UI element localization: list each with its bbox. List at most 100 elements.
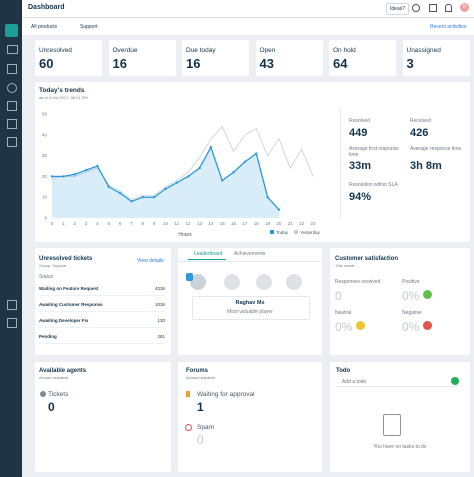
top-bar: Dashboard Ideas? R: [22, 0, 474, 18]
stat-label: On hold: [333, 47, 356, 54]
x-tick-label: 13: [197, 221, 203, 226]
status-name: Awaiting Customer Response: [39, 302, 103, 307]
todo-title: Todo: [336, 368, 351, 374]
y-tick-label: 40: [42, 132, 48, 137]
stat-label: Unresolved: [39, 47, 72, 54]
trends-subtitle: as of 6 Oct 2017, 08:21 PM: [39, 95, 88, 100]
legend-swatch: [294, 230, 298, 234]
avatar: [224, 274, 240, 290]
stat-value: 3: [406, 56, 414, 71]
x-tick-label: 3: [85, 221, 88, 226]
recent-activities[interactable]: Recent activities: [430, 24, 467, 30]
x-tick-label: 16: [231, 221, 237, 226]
unresolved-title: Unresolved tickets: [39, 256, 93, 262]
row-line: [39, 295, 165, 296]
row-line: [39, 343, 165, 344]
negative-face: [423, 321, 432, 330]
x-tick-label: 22: [299, 221, 305, 226]
point: [266, 196, 269, 199]
stat-card[interactable]: On hold 64: [329, 40, 396, 76]
unresolved-panel: Unresolved tickets Group: Support View d…: [35, 248, 171, 355]
point: [152, 196, 156, 199]
y-tick-label: 50: [42, 112, 48, 117]
status-count: 1036: [154, 302, 165, 307]
x-tick-label: 23: [310, 221, 316, 226]
x-axis-label: Hours: [178, 232, 192, 238]
status-count: 4236: [154, 286, 165, 291]
status-count: 130: [157, 318, 165, 323]
todo-empty: You have no tasks to do: [373, 444, 427, 450]
stat-card[interactable]: Unassigned 3: [402, 40, 470, 76]
point: [198, 166, 201, 170]
summary-label: Average first response time: [349, 146, 399, 158]
sat-value: 0%: [402, 320, 420, 334]
search-icon[interactable]: [412, 4, 420, 12]
product-filter[interactable]: All products: [31, 24, 58, 30]
stat-label: Due today: [186, 47, 216, 54]
add-todo[interactable]: [451, 377, 459, 385]
y-tick-label: 20: [42, 174, 48, 179]
sidebar: [0, 0, 22, 477]
page-title: Dashboard: [28, 4, 65, 11]
x-tick-label: 4: [96, 221, 99, 226]
stat-value: 64: [333, 56, 348, 71]
winner-award: Most valuable player: [227, 309, 273, 315]
view-details[interactable]: View details: [137, 258, 164, 264]
nav-tickets[interactable]: [7, 45, 18, 54]
x-tick-label: 14: [208, 221, 214, 226]
point: [221, 179, 224, 182]
nav-reports[interactable]: [7, 119, 17, 129]
x-tick-label: 2: [73, 221, 76, 226]
x-tick-label: 17: [242, 221, 248, 226]
nav-forums[interactable]: [7, 101, 17, 111]
x-tick-label: 19: [265, 221, 271, 226]
nav-chat[interactable]: [7, 300, 17, 310]
nav-contacts[interactable]: [7, 64, 17, 74]
sat-label: Negative: [402, 310, 422, 316]
x-tick-label: 7: [130, 221, 133, 226]
stat-card[interactable]: Unresolved 60: [35, 40, 102, 76]
tab-border: [178, 261, 322, 262]
point: [277, 208, 281, 211]
forums-title: Forums: [186, 368, 209, 374]
new-icon[interactable]: [429, 4, 437, 12]
point: [209, 146, 213, 149]
summary-label: Average response time: [410, 146, 462, 152]
status-name: Awaiting Developer Fix: [39, 318, 89, 323]
nav-admin[interactable]: [7, 137, 17, 147]
sat-value: 0%: [335, 320, 353, 334]
point: [84, 168, 88, 172]
notifications-icon[interactable]: [445, 4, 452, 12]
summary-value: 33m: [349, 160, 372, 172]
sat-label: Neutral: [335, 310, 352, 316]
avatar[interactable]: R: [460, 3, 469, 12]
tab[interactable]: Achievements: [234, 251, 266, 257]
summary-value: 94%: [349, 191, 372, 203]
forum-label: Spam: [197, 424, 214, 431]
nav-dashboard[interactable]: [5, 24, 18, 37]
satisfaction-panel: Customer satisfaction This month Respons…: [330, 248, 470, 355]
agents-value: 0: [48, 400, 55, 414]
forums-panel: Forums Across helpdesk Waiting for appro…: [178, 362, 322, 472]
stat-card[interactable]: Open 43: [255, 40, 323, 76]
stat-card[interactable]: Overdue 16: [108, 40, 176, 76]
nav-apps[interactable]: [7, 318, 17, 328]
leaderboard-panel: Leaderboard Achievements Raghav Ms Most …: [178, 248, 322, 355]
x-tick-label: 18: [254, 221, 260, 226]
neutral-face: [356, 321, 365, 330]
badge: [186, 273, 193, 281]
todo-input[interactable]: Add a todo: [342, 379, 367, 385]
winner-box: [192, 296, 310, 320]
nav-solutions[interactable]: [7, 83, 17, 93]
x-tick-label: 0: [51, 221, 54, 226]
group-filter[interactable]: Support: [80, 24, 98, 30]
x-tick-label: 15: [220, 221, 226, 226]
summary-label: Resolution within SLA: [349, 182, 398, 188]
stat-card[interactable]: Due today 16: [182, 40, 249, 76]
tab-underline: [188, 259, 226, 260]
point: [50, 175, 54, 178]
y-tick-label: 30: [42, 153, 48, 158]
tab[interactable]: Leaderboard: [194, 251, 223, 257]
ideas-button[interactable]: Ideas?: [386, 3, 410, 15]
x-tick-label: 5: [107, 221, 110, 226]
